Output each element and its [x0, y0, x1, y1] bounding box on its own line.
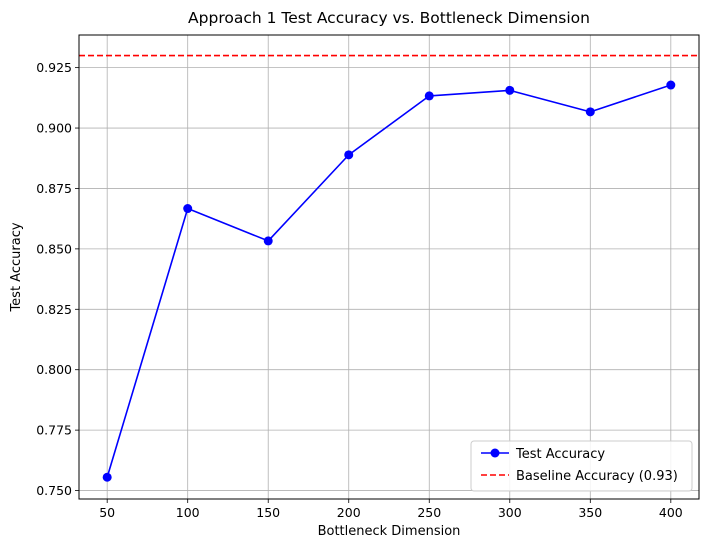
plot-frame — [78, 34, 700, 500]
y-tick-label: 0.825 — [36, 302, 72, 317]
y-tick-label: 0.800 — [36, 362, 72, 377]
data-point — [666, 80, 676, 90]
chart-title: Approach 1 Test Accuracy vs. Bottleneck … — [188, 9, 590, 27]
x-tick-label: 350 — [578, 505, 602, 520]
x-tick-label: 400 — [659, 505, 683, 520]
series-layer — [102, 80, 676, 482]
legend: Test Accuracy Baseline Accuracy (0.93) — [470, 440, 693, 492]
y-tick-label: 0.925 — [36, 60, 72, 75]
x-axis-title: Bottleneck Dimension — [318, 524, 461, 539]
data-point — [183, 204, 193, 214]
x-tick-label: 250 — [417, 505, 441, 520]
y-tick-label: 0.775 — [36, 423, 72, 438]
legend-series-label: Test Accuracy — [515, 447, 605, 462]
data-point — [585, 107, 595, 117]
y-tick-label: 0.850 — [36, 241, 72, 256]
data-point — [505, 85, 515, 95]
x-tick-label: 300 — [498, 505, 522, 520]
data-point — [344, 150, 354, 160]
y-tick-label: 0.875 — [36, 181, 72, 196]
series-line — [106, 84, 672, 478]
data-point — [263, 236, 273, 246]
x-tick-label: 50 — [99, 505, 115, 520]
x-tick-label: 100 — [176, 505, 200, 520]
x-axis-ticks: 50 100 150 200 250 300 350 400 — [99, 499, 683, 520]
legend-series-marker — [490, 448, 500, 458]
y-axis-ticks: 0.750 0.775 0.800 0.825 0.850 0.875 0.900 0.925 — [36, 60, 79, 498]
data-point — [424, 91, 434, 101]
x-tick-label: 200 — [337, 505, 361, 520]
grid — [79, 35, 699, 499]
data-point — [102, 472, 112, 482]
y-axis-title: Test Accuracy — [9, 222, 24, 312]
x-tick-label: 150 — [256, 505, 280, 520]
y-tick-label: 0.900 — [36, 121, 72, 136]
legend-box — [470, 440, 693, 492]
legend-baseline-label: Baseline Accuracy (0.93) — [516, 469, 678, 484]
y-tick-label: 0.750 — [36, 483, 72, 498]
